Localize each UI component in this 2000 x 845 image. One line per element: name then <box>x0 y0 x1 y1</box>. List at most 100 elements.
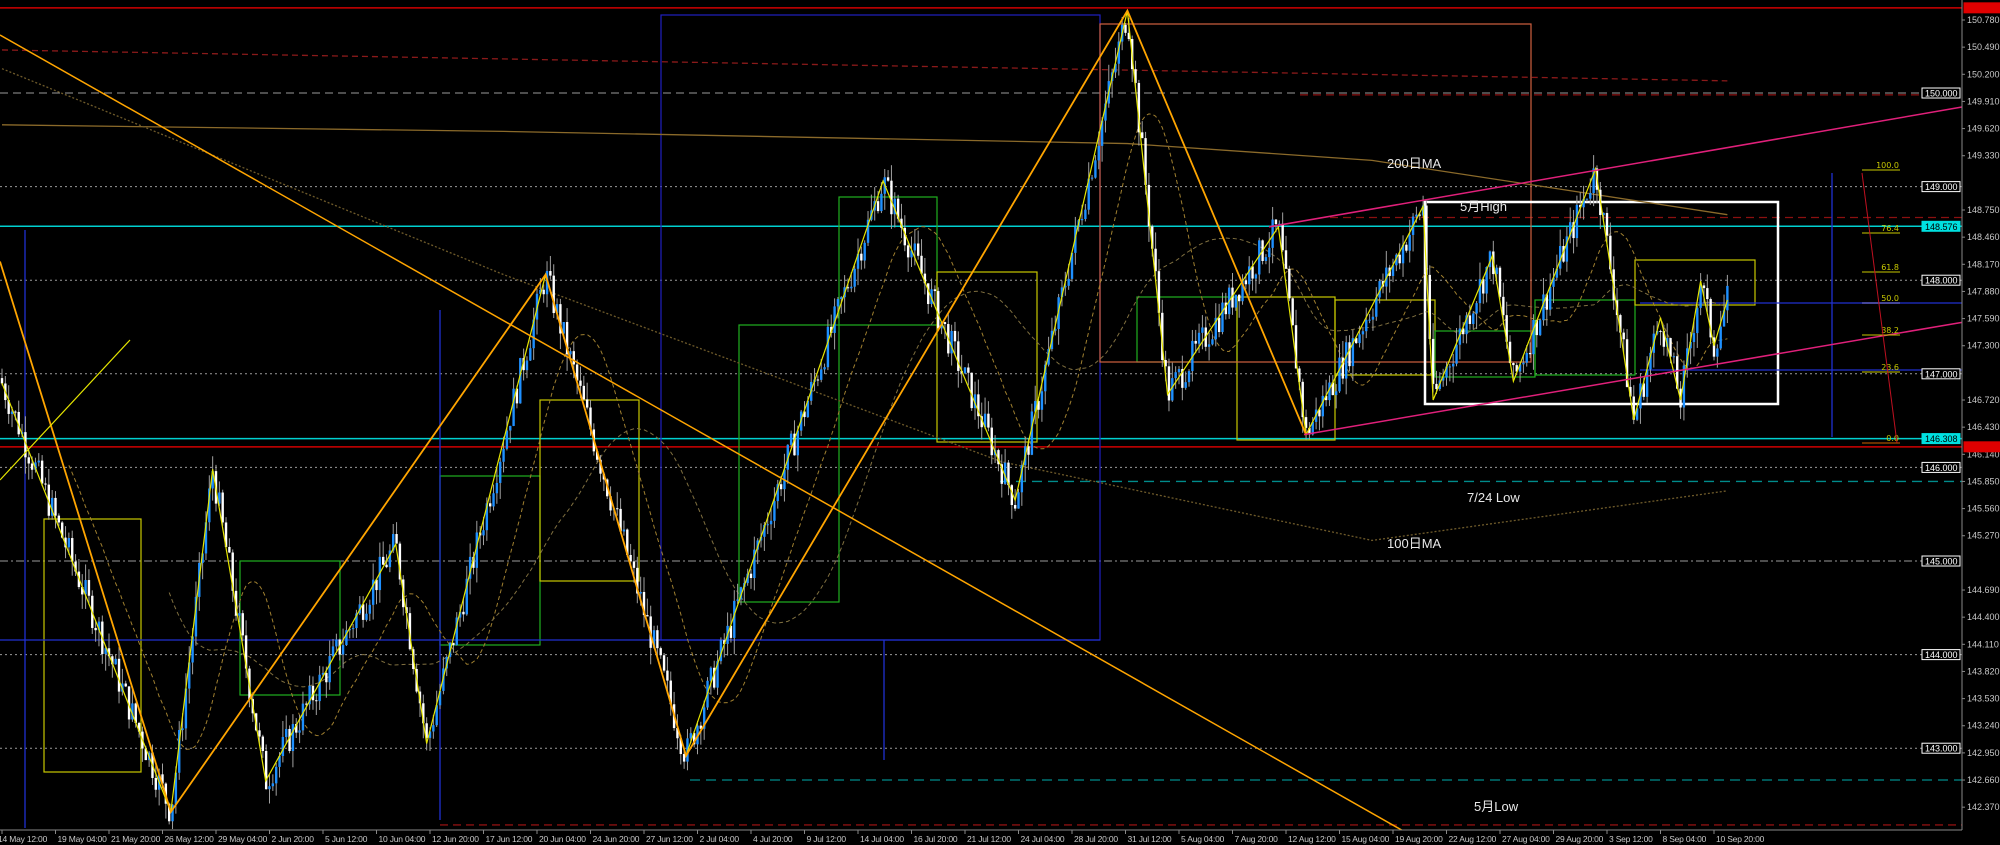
bull-candle <box>850 286 853 289</box>
bear-candle <box>425 723 428 738</box>
bear-candle <box>398 543 402 580</box>
time-tick-label: 20 Jun 04:00 <box>539 834 586 844</box>
bull-candle <box>285 728 288 737</box>
bull-candle <box>468 556 472 579</box>
bull-candle <box>913 243 917 251</box>
bull-candle <box>1478 279 1482 304</box>
time-tick-label: 12 Jun 20:00 <box>432 834 479 844</box>
price-tick-label: 149.330 <box>1967 151 2000 161</box>
bear-candle <box>137 722 141 732</box>
bear-candle <box>559 304 562 334</box>
time-axis[interactable]: 14 May 12:00 19 May 04:00 21 May 20:00 26 M… <box>0 830 1765 844</box>
bear-candle <box>1709 299 1712 338</box>
bull-candle <box>455 617 458 646</box>
bull-candle <box>950 330 953 354</box>
bull-candle <box>836 299 840 307</box>
bear-candle <box>886 177 890 181</box>
bull-candle <box>1692 333 1696 343</box>
bear-candle <box>1127 32 1131 40</box>
bull-candle <box>1699 285 1702 308</box>
bull-candle <box>341 645 345 655</box>
bull-candle <box>1184 382 1187 388</box>
bull-candle <box>833 306 836 333</box>
bull-candle <box>1321 395 1324 417</box>
bear-candle <box>1124 24 1127 33</box>
bull-candle <box>291 724 295 752</box>
drawn-rectangle <box>1099 23 1532 363</box>
price-tick-label: 144.110 <box>1967 639 1999 649</box>
bull-candle <box>211 471 214 489</box>
bull-candle <box>1645 369 1649 397</box>
bear-candle <box>1331 382 1335 396</box>
bull-candle <box>1311 421 1314 435</box>
bull-candle <box>519 358 522 404</box>
bear-candle <box>1622 332 1625 340</box>
time-tick-label: 29 Aug 20:00 <box>1556 834 1604 844</box>
bear-candle <box>71 538 74 562</box>
bull-candle <box>1371 316 1375 320</box>
bull-candle <box>1408 234 1411 251</box>
bear-candle <box>636 567 639 594</box>
bear-candle <box>659 648 662 656</box>
bear-candle <box>224 522 228 547</box>
bull-candle <box>1445 366 1448 378</box>
bull-candle <box>348 629 351 631</box>
time-tick-label: 27 Jun 12:00 <box>646 834 693 844</box>
bear-candle <box>632 561 636 568</box>
bear-candle <box>264 751 268 790</box>
bear-candle <box>515 388 519 404</box>
bull-candle <box>983 413 987 428</box>
bear-candle <box>54 497 57 516</box>
bear-candle <box>629 554 632 562</box>
bull-candle <box>181 728 184 731</box>
bear-candle <box>1642 383 1645 397</box>
bear-candle <box>1712 337 1716 357</box>
bull-candle <box>525 360 529 371</box>
bull-candle <box>773 501 776 521</box>
price-tick-label: 142.660 <box>1967 775 2000 785</box>
bear-candle <box>1535 320 1538 336</box>
bull-candle <box>268 786 271 790</box>
bull-candle <box>308 685 311 705</box>
bear-candle <box>977 394 980 417</box>
fib-level-label: 0.0 <box>1886 434 1899 443</box>
price-tick-label: 143.530 <box>1967 694 2000 704</box>
bear-candle <box>522 358 525 371</box>
bull-candle <box>746 573 749 584</box>
price-tick-label: 142.950 <box>1967 748 2000 758</box>
bull-candle <box>201 553 204 563</box>
bear-candle <box>575 364 579 381</box>
bear-candle <box>40 460 44 484</box>
time-tick-label: 19 Aug 20:00 <box>1395 834 1443 844</box>
bear-candle <box>1706 288 1709 300</box>
bull-candle <box>1722 310 1726 327</box>
time-tick-label: 17 Jun 12:00 <box>486 834 533 844</box>
bull-candle <box>499 461 502 483</box>
bear-candle <box>134 703 137 723</box>
bear-candle <box>1154 248 1157 272</box>
drawn-rectangle <box>43 518 142 773</box>
bear-candle <box>595 451 599 460</box>
bull-candle <box>1211 339 1214 345</box>
bear-candle <box>682 753 686 762</box>
bear-candle <box>87 580 91 596</box>
bear-candle <box>1508 341 1512 363</box>
price-tick-label: 150.780 <box>1967 15 2000 25</box>
bull-candle <box>1328 382 1331 401</box>
bear-candle <box>81 587 84 595</box>
fib-level-label: 61.8 <box>1881 263 1899 272</box>
drawn-rectangle <box>1634 259 1756 306</box>
bear-candle <box>1572 222 1575 239</box>
bull-candle <box>776 484 779 502</box>
bear-candle <box>1676 356 1679 389</box>
bull-candle <box>208 488 211 523</box>
fibonacci-retracement[interactable]: 100.0 76.4 61.8 50.0 38.2 23.6 0.0 <box>1861 161 1900 444</box>
bear-candle <box>167 803 171 822</box>
price-level-tag-label: 149.000 <box>1925 182 1958 192</box>
bear-candle <box>646 615 649 617</box>
bear-candle <box>1244 280 1248 285</box>
bull-candle <box>475 532 479 568</box>
bear-candle <box>1629 386 1632 397</box>
